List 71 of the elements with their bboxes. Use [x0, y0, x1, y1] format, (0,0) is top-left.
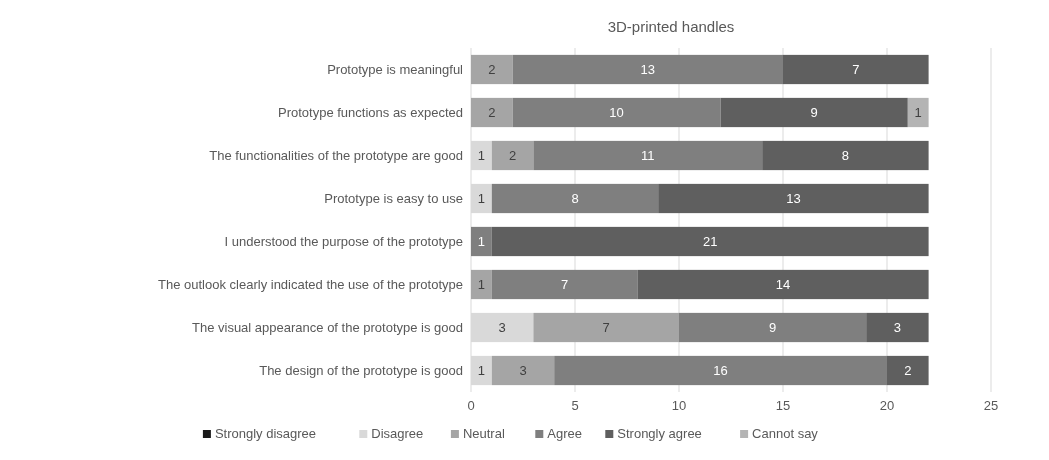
data-label: 3: [519, 363, 527, 379]
data-label: 13: [786, 191, 801, 207]
data-label: 16: [713, 363, 728, 379]
data-label: 7: [852, 62, 860, 78]
data-label: 14: [775, 277, 791, 293]
data-label: 11: [641, 148, 655, 164]
bar: [887, 355, 929, 386]
bar: [471, 54, 513, 85]
y-tick-label: The visual appearance of the prototype is good: [191, 320, 463, 336]
data-label: 2: [488, 62, 496, 78]
y-tick-label: I understood the purpose of the prototype: [224, 234, 463, 250]
data-label: 1: [477, 363, 486, 379]
data-label: 9: [810, 105, 818, 121]
bar: [554, 355, 887, 386]
bar: [471, 226, 492, 257]
legend-label: Agree: [547, 426, 582, 441]
y-tick-label: Prototype is meaningful: [327, 62, 464, 78]
data-label: 21: [702, 234, 718, 250]
bar: [866, 312, 929, 343]
data-label: 10: [609, 105, 624, 121]
data-label: 9: [768, 320, 777, 336]
data-label: 1: [477, 234, 486, 250]
y-tick-label: The outlook clearly indicated the use of the prototype: [158, 277, 463, 293]
data-label: 13: [640, 62, 656, 78]
bar: [512, 54, 783, 85]
y-tick-label: Prototype functions as expected: [277, 105, 463, 121]
data-label: 2: [508, 148, 517, 164]
x-tick-label: 5: [571, 398, 579, 413]
legend-label: Strongly disagree: [214, 426, 317, 441]
x-tick-label: 20: [879, 398, 895, 413]
data-label: 2: [904, 363, 912, 379]
data-label: 8: [571, 191, 579, 207]
bar: [533, 312, 679, 343]
bar: [637, 269, 929, 300]
data-label: 1: [914, 105, 922, 121]
bar: [491, 269, 638, 300]
x-tick-label: 0: [467, 398, 475, 413]
legend-label: Cannot say: [752, 426, 819, 441]
bar: [762, 140, 929, 171]
bar: [658, 183, 929, 214]
bar: [491, 355, 555, 386]
chart-title: 3D-printed handles: [607, 18, 735, 35]
y-tick-label: Prototype is easy to use: [324, 191, 463, 207]
y-tick-label: The design of the prototype is good: [259, 363, 463, 379]
legend-label: Strongly agree: [617, 426, 702, 441]
bar: [491, 140, 534, 171]
legend-label: Neutral: [462, 426, 505, 441]
y-tick-label: The functionalities of the prototype are good: [209, 148, 463, 164]
x-tick-label: 15: [775, 398, 791, 413]
bar: [512, 97, 721, 128]
bar: [679, 312, 867, 343]
data-label: 2: [488, 105, 496, 121]
data-label: 1: [477, 191, 486, 207]
data-label: 1: [477, 148, 486, 164]
bar: [491, 226, 929, 257]
data-label: 3: [498, 320, 506, 336]
legend-label: Disagree: [371, 426, 424, 441]
bar: [783, 54, 929, 85]
bar: [471, 97, 513, 128]
data-label: 1: [477, 277, 486, 293]
bar: [533, 140, 763, 171]
data-label: 3: [893, 320, 902, 336]
data-label: 7: [560, 277, 569, 293]
data-label: 7: [602, 320, 610, 336]
x-tick-label: 10: [671, 398, 687, 413]
bar: [720, 97, 908, 128]
data-label: 8: [841, 148, 850, 164]
x-tick-label: 25: [983, 398, 999, 413]
bar: [907, 97, 929, 128]
bar: [471, 269, 492, 300]
bar: [491, 183, 659, 214]
